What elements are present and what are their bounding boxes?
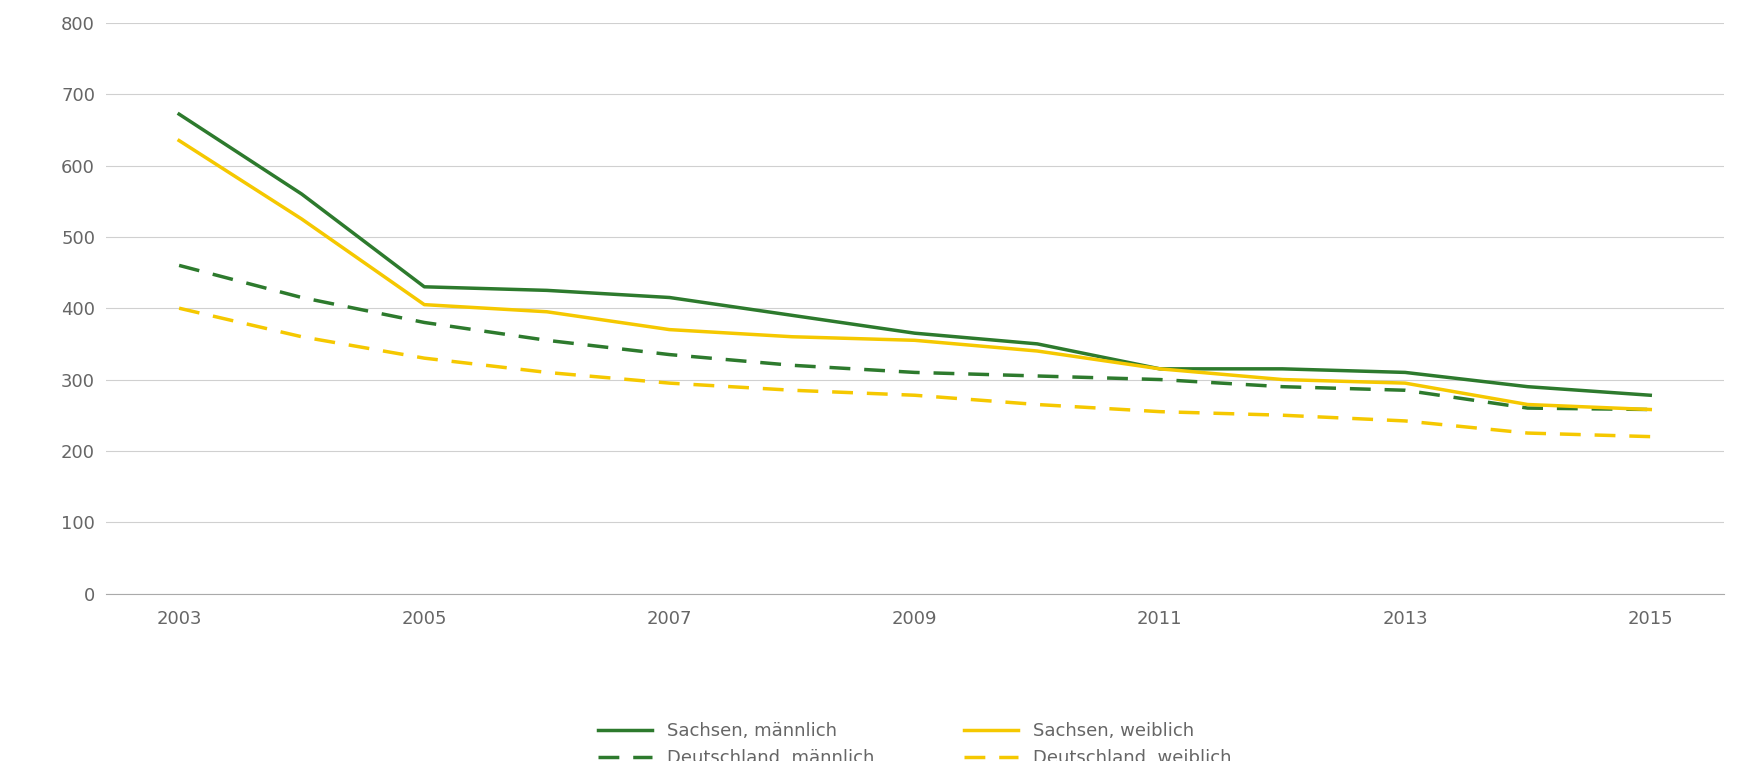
Legend: Sachsen, männlich, Deutschland, männlich, Sachsen, weiblich, Deutschland, weibli: Sachsen, männlich, Deutschland, männlich… — [598, 722, 1231, 761]
